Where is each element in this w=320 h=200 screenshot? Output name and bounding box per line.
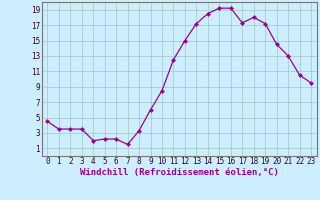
X-axis label: Windchill (Refroidissement éolien,°C): Windchill (Refroidissement éolien,°C): [80, 168, 279, 177]
